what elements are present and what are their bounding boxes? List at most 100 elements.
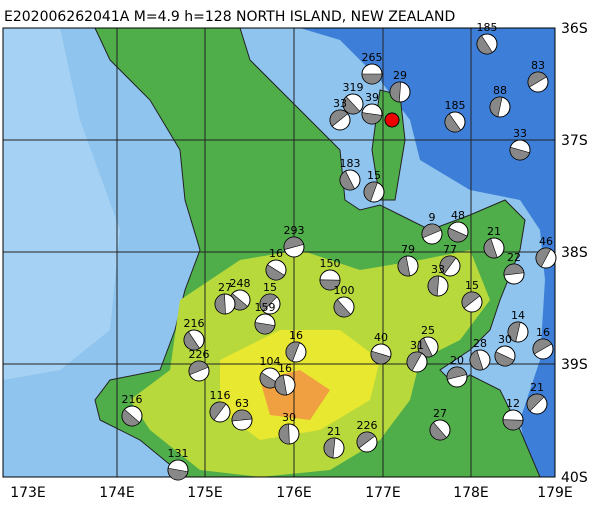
focal-mechanism (167, 459, 189, 481)
depth-label: 39 (365, 91, 379, 104)
lon-label: 178E (453, 485, 489, 501)
depth-label: 185 (445, 99, 466, 112)
compression-quadrant (507, 321, 521, 343)
depth-label: 226 (189, 348, 210, 361)
focal-mechanism (333, 296, 355, 318)
depth-label: 185 (477, 21, 498, 34)
compression-quadrant (363, 181, 378, 202)
focal-mechanism (323, 437, 345, 459)
depth-label: 150 (320, 257, 341, 270)
depth-label: 16 (536, 326, 550, 339)
compression-quadrant (214, 293, 226, 315)
compression-quadrant (259, 372, 279, 389)
lat-label: 37S (561, 133, 588, 149)
focal-mechanism (461, 291, 483, 313)
lon-label: 177E (365, 485, 401, 501)
depth-label: 131 (168, 447, 189, 460)
focal-mechanism (469, 349, 491, 371)
depth-label: 31 (410, 339, 424, 352)
depth-label: 14 (511, 309, 525, 322)
compression-quadrant (502, 419, 524, 431)
depth-label: 16 (269, 247, 283, 260)
focal-mechanism (535, 247, 557, 269)
compression-quadrant (370, 350, 391, 365)
depth-label: 33 (333, 97, 347, 110)
compression-quadrant (319, 279, 341, 291)
focal-mechanism (447, 221, 469, 243)
focal-mechanism (476, 33, 498, 55)
compression-quadrant (265, 264, 285, 281)
depth-label: 216 (184, 317, 205, 330)
depth-label: 77 (443, 243, 457, 256)
shelf (3, 28, 120, 380)
focal-mechanism (502, 409, 524, 431)
lon-label: 173E (10, 485, 46, 501)
focal-mechanism (265, 259, 287, 281)
focal-mechanism (370, 343, 392, 365)
focal-mechanism (278, 423, 300, 445)
compression-quadrant (361, 73, 383, 85)
focal-mechanism (363, 181, 385, 203)
depth-label: 293 (284, 224, 305, 237)
focal-mechanism (209, 401, 231, 423)
focal-mechanism (389, 81, 411, 103)
focal-mechanism (121, 405, 143, 427)
focal-mechanism (361, 63, 383, 85)
depth-label: 30 (282, 411, 296, 424)
compression-quadrant (461, 291, 481, 309)
depth-label: 33 (431, 263, 445, 276)
depth-label: 21 (327, 425, 341, 438)
depth-label: 21 (530, 381, 544, 394)
focal-mechanism (526, 393, 548, 415)
focal-mechanism (254, 313, 276, 335)
compression-quadrant (494, 351, 515, 367)
compression-quadrant (527, 71, 547, 88)
focal-mechanism (427, 275, 449, 297)
compression-quadrant (509, 146, 530, 161)
compression-quadrant (323, 437, 336, 459)
depth-label: 116 (210, 389, 231, 402)
map-title: E202006262041A M=4.9 h=128 NORTH ISLAND,… (4, 9, 455, 25)
frame (2, 27, 556, 478)
lon-label: 179E (537, 485, 573, 501)
depth-label: 30 (498, 333, 512, 346)
compression-quadrant (447, 227, 468, 243)
focal-mechanism (494, 345, 516, 367)
focal-mechanism (503, 263, 525, 285)
focal-mechanism (356, 431, 378, 453)
depth-label: 226 (357, 419, 378, 432)
compression-quadrant (483, 238, 498, 259)
depth-label: 319 (343, 81, 364, 94)
focal-mechanism (397, 255, 419, 277)
depth-label: 100 (334, 284, 355, 297)
compression-quadrant (429, 422, 447, 441)
focal-mechanism (231, 409, 253, 431)
compression-quadrant (427, 275, 440, 297)
depth-label: 12 (506, 397, 520, 410)
compression-quadrant (444, 113, 462, 133)
depth-label: 265 (362, 51, 383, 64)
focal-mechanism (439, 255, 461, 277)
depth-label: 16 (278, 362, 292, 375)
depth-label: 79 (401, 243, 415, 256)
focal-mechanism (183, 329, 205, 351)
compression-quadrant (406, 351, 423, 372)
depth-label: 40 (374, 331, 388, 344)
focal-mechanism (444, 111, 466, 133)
depth-label: 83 (531, 59, 545, 72)
compression-quadrant (446, 366, 468, 380)
focal-mechanism (274, 374, 296, 396)
compression-quadrant (535, 247, 552, 268)
lon-label: 175E (187, 485, 223, 501)
grid (3, 28, 555, 477)
compression-quadrant (278, 423, 290, 445)
focal-mechanism (283, 236, 305, 258)
focal-mechanism (339, 169, 361, 191)
compression-quadrant (476, 35, 493, 55)
lat-label: 40S (561, 470, 588, 486)
lat-label: 39S (561, 357, 588, 373)
compression-quadrant (342, 96, 361, 115)
focal-mechanism (507, 321, 529, 343)
